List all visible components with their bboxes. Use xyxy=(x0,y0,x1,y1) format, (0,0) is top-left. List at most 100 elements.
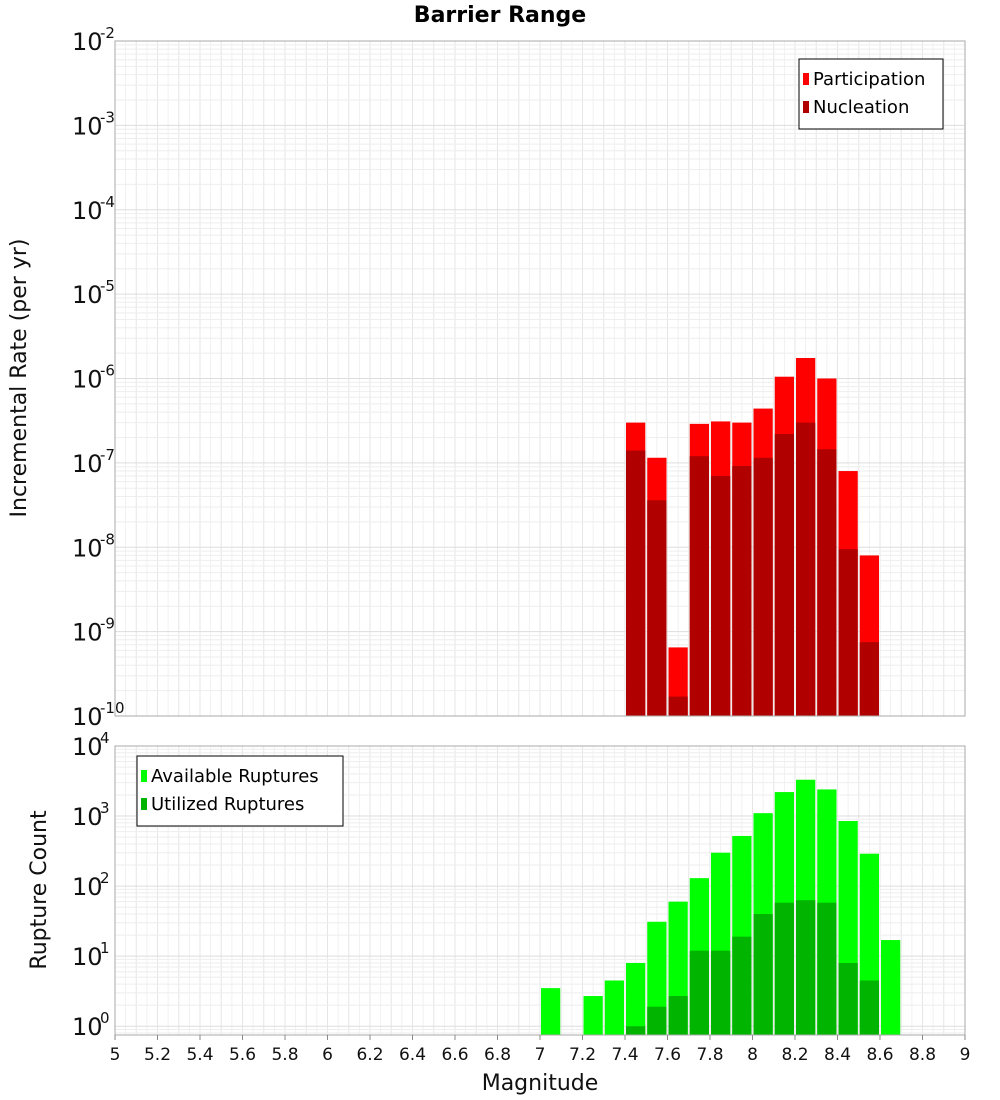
bar-utilized-ruptures xyxy=(668,996,688,1035)
bar-available-ruptures xyxy=(626,962,646,1035)
y-tick-label: 10 xyxy=(72,619,103,647)
y-tick-exponent: 1 xyxy=(100,939,110,957)
x-tick-label: 6.8 xyxy=(484,1045,511,1065)
y-tick-label: 10 xyxy=(72,873,103,901)
y-tick-exponent: -8 xyxy=(100,530,115,548)
y-tick-label: 10 xyxy=(72,366,103,394)
bar-utilized-ruptures xyxy=(626,1026,646,1035)
bar-available-ruptures xyxy=(583,996,603,1035)
top-plot-frame xyxy=(114,40,966,717)
top-legend: Participation Nucleation xyxy=(798,58,944,130)
legend-label: Available Ruptures xyxy=(151,766,319,787)
top-bars xyxy=(626,357,879,716)
x-tick-label: 6.6 xyxy=(441,1045,468,1065)
legend-label: Participation xyxy=(813,69,925,90)
y-tick-exponent: 4 xyxy=(100,729,110,747)
bar-utilized-ruptures xyxy=(711,950,731,1035)
bar-nucleation xyxy=(859,642,879,716)
legend-box xyxy=(798,58,944,130)
y-tick-label: 10 xyxy=(72,197,103,225)
bar-utilized-ruptures xyxy=(796,900,816,1035)
y-tick-exponent: -9 xyxy=(100,615,115,633)
legend-box xyxy=(136,755,344,827)
bottom-bars xyxy=(541,779,901,1035)
bar-available-ruptures xyxy=(604,980,624,1035)
x-tick-label: 8 xyxy=(747,1045,758,1065)
bar-nucleation xyxy=(711,475,731,716)
legend-swatch xyxy=(803,73,809,85)
x-tick-label: 8.2 xyxy=(781,1045,808,1065)
bar-utilized-ruptures xyxy=(732,936,752,1035)
bar-available-ruptures xyxy=(881,940,901,1035)
x-tick-label: 7.8 xyxy=(696,1045,723,1065)
legend-swatch xyxy=(141,798,147,810)
y-tick-label: 10 xyxy=(72,943,103,971)
bar-available-ruptures xyxy=(541,988,561,1035)
x-tick-label: 5 xyxy=(110,1045,121,1065)
x-tick-label: 8.8 xyxy=(909,1045,936,1065)
x-tick-label: 9 xyxy=(960,1045,971,1065)
x-tick-label: 6 xyxy=(322,1045,333,1065)
x-tick-label: 7.2 xyxy=(569,1045,596,1065)
y-tick-label: 10 xyxy=(72,534,103,562)
legend-label: Nucleation xyxy=(813,97,909,118)
bar-utilized-ruptures xyxy=(774,902,794,1035)
bar-utilized-ruptures xyxy=(753,914,773,1035)
bar-nucleation xyxy=(732,465,752,716)
x-tick-label: 5.6 xyxy=(229,1045,256,1065)
x-tick-label: 8.4 xyxy=(824,1045,851,1065)
bar-utilized-ruptures xyxy=(647,1006,667,1035)
y-tick-label: 10 xyxy=(72,1013,103,1041)
bar-nucleation xyxy=(626,450,646,716)
bar-nucleation xyxy=(774,433,794,716)
bar-available-ruptures xyxy=(647,921,667,1035)
bar-nucleation xyxy=(796,422,816,716)
y-tick-exponent: -4 xyxy=(100,193,115,211)
bottom-y-axis-title: Rupture Count xyxy=(27,810,52,970)
y-tick-exponent: -2 xyxy=(100,24,115,42)
y-tick-label: 10 xyxy=(72,703,103,731)
y-tick-label: 10 xyxy=(72,803,103,831)
x-tick-label: 8.6 xyxy=(866,1045,893,1065)
bar-utilized-ruptures xyxy=(838,962,858,1035)
x-tick-label: 5.2 xyxy=(144,1045,171,1065)
x-tick-label: 7.4 xyxy=(611,1045,638,1065)
y-tick-exponent: -5 xyxy=(100,277,115,295)
bar-utilized-ruptures xyxy=(817,902,837,1035)
bar-nucleation xyxy=(838,549,858,716)
y-tick-label: 10 xyxy=(72,28,103,56)
bar-nucleation xyxy=(647,500,667,716)
y-tick-exponent: -3 xyxy=(100,108,115,126)
bar-nucleation xyxy=(753,457,773,716)
y-tick-exponent: 3 xyxy=(100,799,110,817)
bar-nucleation xyxy=(817,449,837,716)
y-tick-label: 10 xyxy=(72,281,103,309)
y-tick-exponent: 2 xyxy=(100,869,110,887)
legend-swatch xyxy=(803,101,809,113)
x-axis-title: Magnitude xyxy=(482,1071,599,1096)
bar-utilized-ruptures xyxy=(859,980,879,1035)
top-y-axis-title: Incremental Rate (per yr) xyxy=(7,239,32,518)
y-tick-exponent: -7 xyxy=(100,446,115,464)
x-tick-label: 6.4 xyxy=(399,1045,426,1065)
legend-swatch xyxy=(141,770,147,782)
x-tick-label: 5.4 xyxy=(186,1045,213,1065)
legend-label: Utilized Ruptures xyxy=(151,794,304,815)
x-axis-ticks: 5 5.2 5.4 5.6 5.8 6 6.2 6.4 6.6 6.8 7 7.2 7.4 7.6 7.8 8… xyxy=(110,1035,971,1065)
x-tick-label: 6.2 xyxy=(356,1045,383,1065)
y-tick-label: 10 xyxy=(72,450,103,478)
bar-utilized-ruptures xyxy=(689,950,709,1035)
x-tick-label: 7.6 xyxy=(654,1045,681,1065)
bar-nucleation xyxy=(668,696,688,716)
y-tick-exponent: -6 xyxy=(100,362,115,380)
y-tick-exponent: 0 xyxy=(100,1009,110,1027)
chart-title: Barrier Range xyxy=(414,3,586,28)
x-tick-label: 7 xyxy=(535,1045,546,1065)
bottom-legend: Available Ruptures Utilized Ruptures xyxy=(136,755,344,827)
y-tick-label: 10 xyxy=(72,733,103,761)
y-tick-exponent: -10 xyxy=(100,699,125,717)
x-tick-label: 5.8 xyxy=(271,1045,298,1065)
y-tick-label: 10 xyxy=(72,112,103,140)
